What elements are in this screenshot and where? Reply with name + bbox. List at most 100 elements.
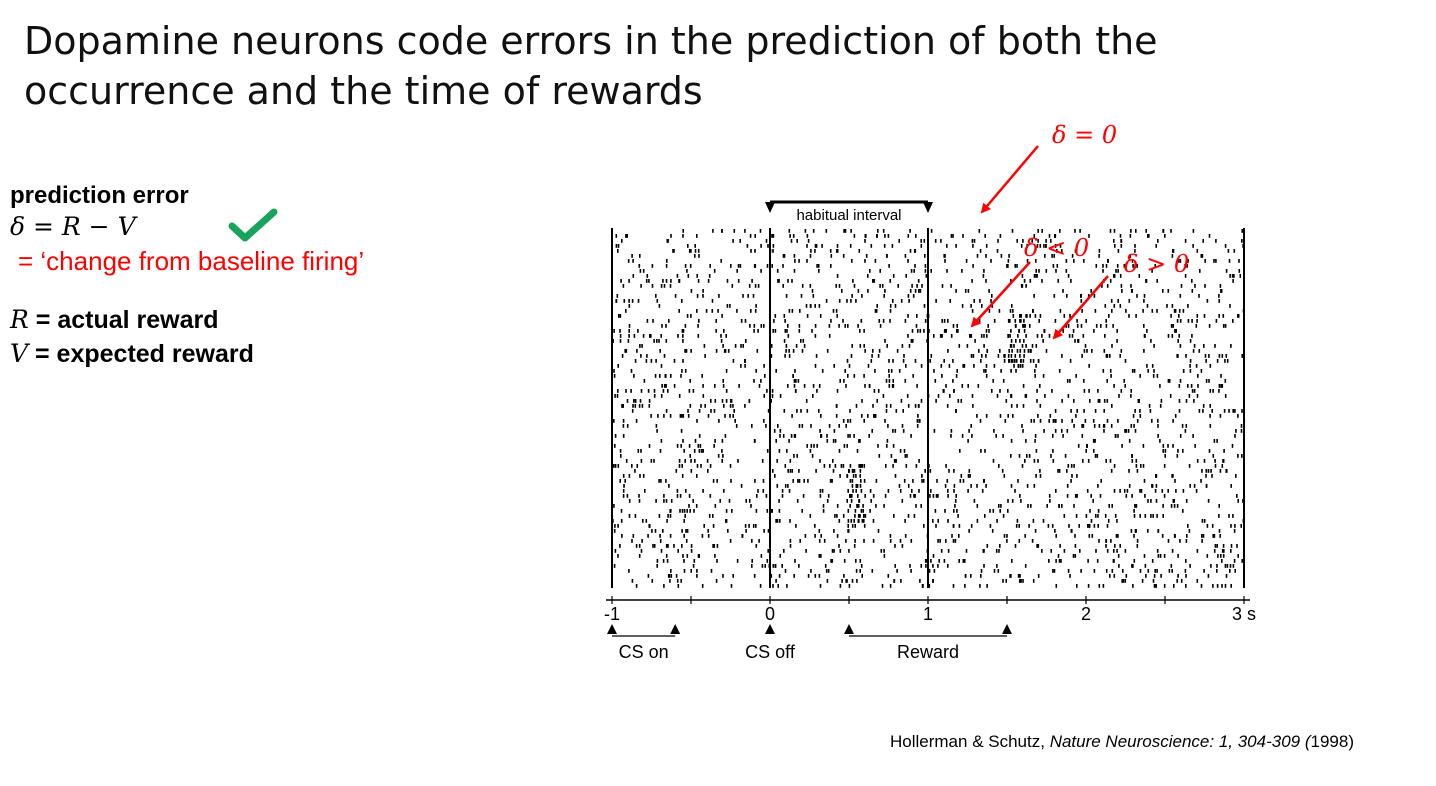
spike [1037, 574, 1040, 578]
spike [962, 364, 964, 368]
spike [770, 509, 772, 513]
spike [1154, 489, 1157, 493]
spike [778, 574, 781, 578]
spike [945, 539, 947, 543]
spike [1197, 384, 1199, 388]
spike [860, 509, 863, 513]
spike [772, 234, 775, 238]
definitions-panel: prediction error δ = R − V = ‘change fro… [10, 182, 364, 369]
spike [754, 249, 756, 253]
spike [773, 429, 776, 433]
spike [721, 459, 723, 463]
spike [1109, 574, 1111, 578]
spike [682, 414, 685, 418]
spike [878, 319, 881, 323]
spike [772, 244, 775, 248]
spike [639, 254, 641, 258]
spike [715, 579, 718, 583]
spike [853, 284, 856, 288]
spike [936, 479, 938, 483]
spike [1082, 334, 1085, 338]
spike [721, 229, 723, 233]
spike [1007, 414, 1009, 418]
spike [1151, 364, 1154, 368]
spike [782, 264, 784, 268]
spike [720, 334, 722, 338]
spike [1142, 464, 1145, 468]
spike [823, 464, 826, 468]
slide-title: Dopamine neurons code errors in the pred… [24, 16, 1324, 116]
spike [955, 374, 958, 378]
spike [825, 229, 828, 233]
spike [660, 284, 663, 288]
spike [1133, 559, 1136, 563]
spike [663, 494, 665, 498]
spike [1166, 304, 1168, 308]
spike [911, 489, 913, 493]
spike [753, 329, 755, 333]
spike [952, 359, 954, 363]
spike [687, 409, 689, 413]
x-tick-label: -1 [604, 604, 620, 624]
spike [1120, 239, 1122, 243]
spike [635, 544, 638, 548]
spike [1206, 524, 1209, 528]
spike [1148, 404, 1151, 408]
spike [700, 464, 702, 468]
spike [1106, 379, 1108, 383]
spike [1039, 404, 1042, 408]
spike [631, 254, 633, 258]
spike [712, 544, 714, 548]
spike [697, 444, 700, 448]
spike [842, 419, 845, 423]
spike [1016, 519, 1019, 523]
spike [875, 479, 878, 483]
spike [1097, 509, 1100, 513]
spike [1157, 239, 1159, 243]
spike [1107, 519, 1110, 523]
spike [907, 314, 909, 318]
spike [1001, 469, 1004, 473]
spike [613, 564, 616, 568]
spike [1122, 579, 1125, 583]
spike [788, 229, 791, 233]
spike [1073, 259, 1075, 263]
spike [961, 434, 964, 438]
spike [1129, 234, 1132, 238]
spike [770, 354, 773, 358]
spike [1116, 264, 1119, 268]
spike [1039, 314, 1042, 318]
spike [1215, 259, 1217, 263]
spike [1082, 424, 1085, 428]
spike [1172, 499, 1175, 503]
spike [863, 464, 866, 468]
spike [782, 434, 785, 438]
spike [697, 279, 700, 283]
spike [818, 409, 820, 413]
spike [710, 569, 713, 573]
spike [1230, 584, 1232, 588]
spike [1222, 324, 1225, 328]
spike [1134, 504, 1136, 508]
spike [621, 534, 623, 538]
spike [798, 424, 801, 428]
spike [678, 309, 680, 313]
minus-sign: − [80, 212, 118, 241]
spike [1200, 479, 1202, 483]
spike [861, 574, 863, 578]
spike [681, 529, 683, 533]
spike [1182, 369, 1185, 373]
spike [1088, 364, 1090, 368]
spike [1007, 319, 1010, 323]
spike [863, 539, 865, 543]
spike [991, 294, 993, 298]
spike [1087, 459, 1090, 463]
spike [692, 389, 695, 393]
spike [1092, 439, 1095, 443]
spike [966, 344, 969, 348]
spike [830, 264, 832, 268]
spike [1006, 539, 1008, 543]
spike [1065, 269, 1068, 273]
spike [950, 334, 953, 338]
spike [1198, 409, 1201, 413]
